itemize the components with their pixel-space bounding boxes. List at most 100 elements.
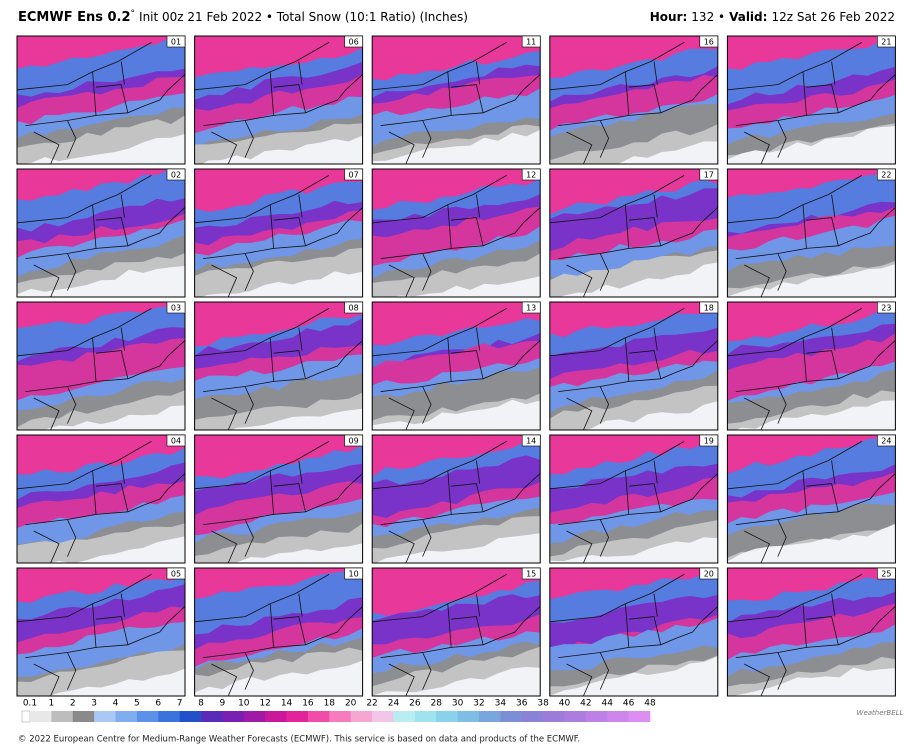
member-label: 04 — [171, 437, 181, 446]
colorbar-swatch — [179, 711, 202, 722]
member-label: 17 — [704, 171, 714, 180]
run: Init 00z 21 Feb 2022 • Total Snow (10:1 … — [139, 10, 468, 24]
member-panel — [372, 568, 541, 696]
border-line — [95, 473, 185, 515]
border-line — [599, 386, 610, 424]
border-line — [476, 194, 481, 218]
border-line — [831, 460, 836, 484]
border-line — [451, 340, 541, 382]
degree: ° — [131, 9, 136, 19]
band — [17, 134, 185, 164]
colorbar-label: 9 — [220, 699, 226, 709]
member-panel — [372, 435, 541, 563]
member-label: 14 — [526, 437, 536, 446]
border-line — [202, 204, 275, 259]
border-line — [566, 264, 593, 297]
border-line — [244, 652, 254, 690]
border-line — [451, 606, 541, 648]
band — [727, 126, 896, 164]
colorbar-label: 0.1 — [23, 699, 37, 709]
border-line — [298, 61, 303, 85]
member-panel — [17, 435, 185, 563]
border-line — [25, 337, 97, 392]
border-line — [777, 120, 787, 158]
border-line — [628, 74, 718, 116]
colorbar-swatch — [585, 711, 608, 722]
colorbar-swatch — [372, 711, 394, 722]
border-line — [273, 483, 306, 512]
panel-frame — [371, 168, 541, 298]
member-box — [166, 567, 186, 580]
band — [372, 533, 541, 563]
member-label: 19 — [704, 437, 714, 446]
member-label: 15 — [526, 570, 536, 579]
colorbar-swatch — [607, 711, 629, 722]
border-line — [735, 204, 807, 259]
border-line — [476, 61, 481, 85]
member-label: 18 — [704, 304, 714, 313]
member-label: 02 — [171, 171, 181, 180]
colorbar-swatch — [564, 711, 587, 722]
title: ECMWF Ens 0.2° Init 00z 21 Feb 2022 • Tot… — [18, 9, 468, 25]
panel-frame — [549, 567, 719, 697]
border-line — [298, 194, 303, 218]
border-line — [202, 71, 275, 126]
colorbar-swatch — [393, 711, 416, 722]
member-box — [877, 168, 896, 181]
band — [549, 537, 718, 563]
colorbar-label: 18 — [324, 699, 336, 709]
member-panel — [727, 568, 896, 696]
border-line — [628, 340, 718, 382]
colorbar-swatch — [201, 711, 223, 722]
border-line — [806, 616, 839, 645]
border-line — [273, 473, 363, 515]
colorbar-swatch — [115, 711, 138, 722]
border-line — [273, 616, 306, 645]
colorbar-label: 38 — [537, 699, 549, 709]
member-box — [877, 301, 896, 314]
member-box — [521, 168, 541, 181]
colorbar-label: 16 — [302, 699, 314, 709]
border-line — [67, 253, 77, 291]
colorbar-label: 1 — [49, 699, 55, 709]
border-line — [806, 217, 839, 246]
member-panel — [549, 568, 718, 696]
colorbar-label: 4 — [113, 699, 119, 709]
panel-frame — [371, 35, 541, 165]
border-line — [566, 131, 593, 164]
border-line — [298, 327, 303, 351]
member-box — [699, 301, 719, 314]
border-line — [566, 663, 593, 696]
border-line — [380, 204, 452, 259]
member-box — [521, 434, 541, 447]
border-line — [202, 470, 275, 525]
border-line — [451, 473, 541, 515]
member-label: 11 — [526, 38, 536, 47]
border-line — [388, 397, 415, 430]
border-line — [95, 616, 129, 645]
border-line — [831, 593, 836, 617]
border-line — [777, 386, 787, 424]
border-line — [451, 616, 484, 645]
band — [17, 266, 185, 297]
member-label: 03 — [171, 304, 181, 313]
member-box — [344, 35, 363, 48]
border-line — [244, 519, 254, 557]
colorbar-swatch — [222, 711, 245, 722]
colorbar-swatch — [307, 711, 330, 722]
colorbar-label: 22 — [366, 699, 377, 709]
colorbar-label: 36 — [516, 699, 528, 709]
border-line — [476, 593, 481, 617]
border-line — [777, 652, 787, 690]
footer: © 2022 European Centre for Medium-Range … — [18, 735, 580, 745]
member-label: 25 — [881, 570, 891, 579]
colorbar-label: 2 — [70, 699, 76, 709]
border-line — [95, 84, 129, 113]
colorbar-label: 7 — [177, 699, 183, 709]
border-line — [211, 397, 238, 430]
band — [194, 543, 363, 563]
hour: 132 • — [691, 10, 725, 24]
colorbar-swatch — [521, 711, 544, 722]
colorbar-swatch — [436, 711, 458, 722]
